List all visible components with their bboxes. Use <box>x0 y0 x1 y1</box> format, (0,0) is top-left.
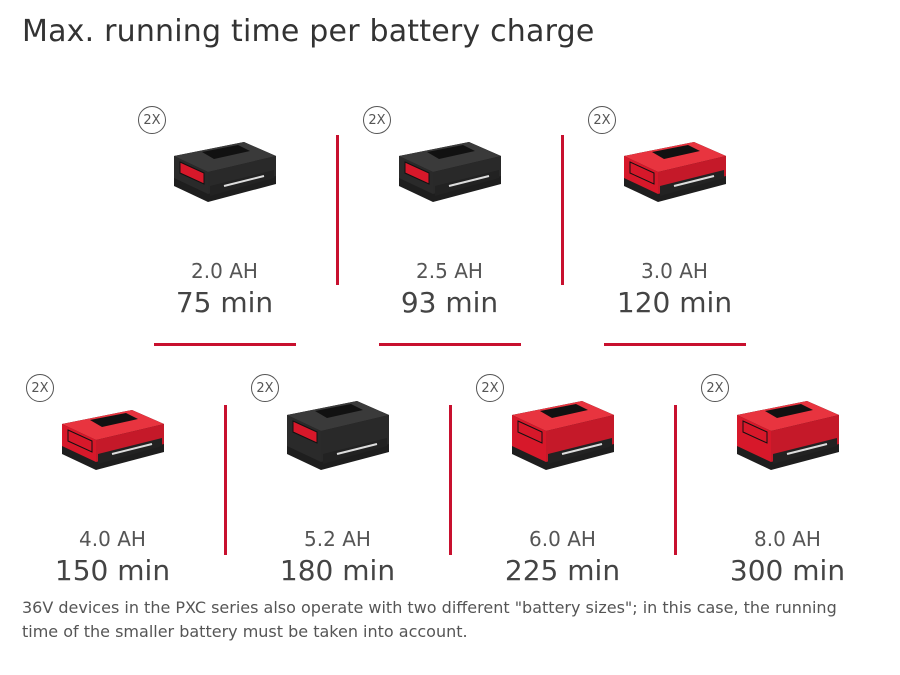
battery-item: 2X 2.0 AH 75 min <box>112 106 337 346</box>
battery-runtime: 150 min <box>54 554 171 587</box>
battery-capacity: 8.0 AH <box>754 527 821 551</box>
divider <box>224 405 227 555</box>
battery-image <box>502 396 622 476</box>
battery-capacity: 3.0 AH <box>641 259 708 283</box>
battery-runtime: 75 min <box>175 286 274 319</box>
quantity-badge: 2X <box>363 106 391 134</box>
battery-item: 2X 4.0 AH 150 min <box>0 374 225 614</box>
divider <box>449 405 452 555</box>
battery-capacity: 5.2 AH <box>304 527 371 551</box>
battery-runtime: 120 min <box>616 286 733 319</box>
battery-image <box>277 396 397 476</box>
battery-item: 2X 5.2 AH 180 min <box>225 374 450 614</box>
quantity-badge: 2X <box>138 106 166 134</box>
battery-image <box>727 396 847 476</box>
quantity-badge: 2X <box>251 374 279 402</box>
footnote: 36V devices in the PXC series also opera… <box>22 598 837 641</box>
battery-image <box>52 396 172 476</box>
battery-runtime: 93 min <box>400 286 499 319</box>
quantity-badge: 2X <box>26 374 54 402</box>
divider <box>674 405 677 555</box>
battery-image <box>614 128 734 208</box>
divider <box>154 343 296 346</box>
divider <box>604 343 746 346</box>
battery-image <box>389 128 509 208</box>
battery-capacity: 2.5 AH <box>416 259 483 283</box>
battery-item: 2X 6.0 AH 225 min <box>450 374 675 614</box>
battery-item: 2X 3.0 AH 120 min <box>562 106 787 346</box>
divider <box>379 343 521 346</box>
quantity-badge: 2X <box>588 106 616 134</box>
battery-image <box>164 128 284 208</box>
battery-item: 2X 8.0 AH 300 min <box>675 374 900 614</box>
divider <box>561 135 564 285</box>
battery-runtime: 300 min <box>729 554 846 587</box>
battery-capacity: 6.0 AH <box>529 527 596 551</box>
battery-capacity: 2.0 AH <box>191 259 258 283</box>
battery-runtime: 225 min <box>504 554 621 587</box>
quantity-badge: 2X <box>701 374 729 402</box>
quantity-badge: 2X <box>476 374 504 402</box>
battery-capacity: 4.0 AH <box>79 527 146 551</box>
divider <box>336 135 339 285</box>
battery-item: 2X 2.5 AH 93 min <box>337 106 562 346</box>
battery-runtime: 180 min <box>279 554 396 587</box>
page-title: Max. running time per battery charge <box>22 14 595 49</box>
